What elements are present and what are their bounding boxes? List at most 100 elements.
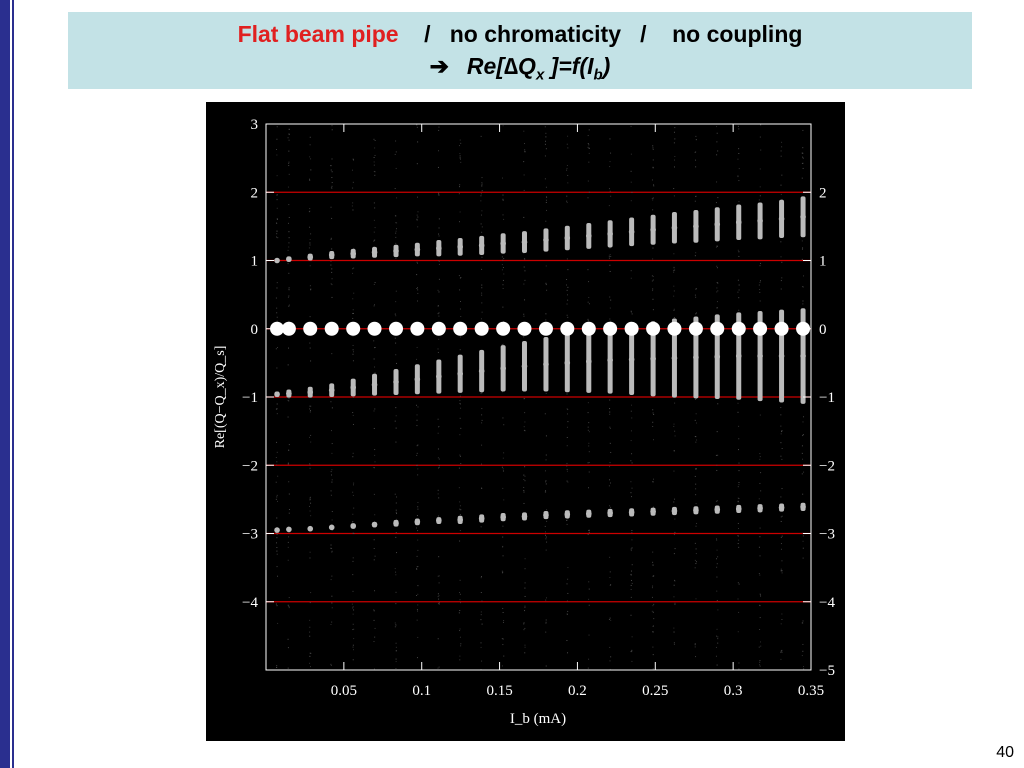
data-point (585, 233, 592, 239)
noise-dot (276, 605, 278, 607)
noise-dot (652, 575, 654, 577)
noise-dot (416, 515, 418, 517)
noise-dot (331, 129, 333, 131)
noise-dot (610, 619, 612, 621)
noise-dot (288, 242, 290, 244)
noise-dot (545, 209, 547, 211)
noise-dot (737, 176, 739, 178)
noise-dot (695, 503, 697, 505)
noise-dot (715, 202, 717, 204)
noise-dot (352, 414, 354, 416)
noise-dot (758, 573, 760, 575)
data-point (650, 226, 656, 233)
noise-dot (331, 443, 333, 445)
noise-dot (781, 458, 783, 460)
noise-dot (609, 307, 611, 309)
noise-dot (460, 316, 462, 318)
noise-dot (610, 195, 612, 197)
noise-dot (309, 626, 311, 628)
noise-dot (781, 515, 783, 517)
noise-dot (610, 299, 612, 301)
noise-dot (501, 269, 503, 271)
noise-dot (481, 214, 483, 216)
noise-dot (417, 289, 419, 291)
noise-dot (694, 255, 696, 257)
noise-dot (502, 417, 504, 419)
noise-dot (395, 232, 397, 234)
noise-dot (352, 298, 354, 300)
noise-dot (309, 244, 311, 246)
zero-marker (270, 321, 285, 336)
noise-dot (695, 467, 697, 469)
noise-dot (288, 400, 290, 402)
noise-dot (759, 265, 761, 267)
noise-dot (417, 604, 419, 606)
noise-dot (276, 461, 278, 463)
noise-dot (276, 403, 278, 405)
noise-dot (631, 487, 633, 489)
noise-dot (331, 547, 333, 549)
noise-dot (437, 638, 439, 640)
noise-dot (760, 149, 762, 151)
noise-dot (416, 287, 418, 289)
x-tick-label: 0.15 (486, 683, 512, 699)
noise-dot (566, 523, 568, 525)
noise-dot (331, 575, 333, 577)
noise-dot (716, 287, 718, 289)
noise-dot (631, 313, 633, 315)
noise-dot (738, 297, 740, 299)
noise-dot (331, 452, 333, 454)
noise-dot (330, 579, 332, 581)
noise-dot (567, 409, 569, 411)
noise-dot (653, 478, 655, 480)
noise-dot (373, 668, 375, 670)
noise-dot (674, 127, 676, 129)
noise-dot (588, 471, 590, 473)
noise-dot (673, 423, 675, 425)
noise-dot (395, 661, 397, 663)
noise-dot (288, 397, 290, 399)
noise-dot (352, 309, 354, 311)
noise-dot (674, 155, 676, 157)
zero-marker (774, 321, 789, 336)
noise-dot (352, 613, 354, 615)
noise-dot (652, 412, 654, 414)
noise-dot (738, 168, 740, 170)
noise-dot (566, 200, 568, 202)
x-tick-label: 0.2 (568, 683, 587, 699)
noise-dot (330, 471, 332, 473)
data-point (436, 245, 442, 252)
noise-dot (738, 470, 740, 472)
noise-dot (545, 481, 547, 483)
noise-dot (695, 139, 697, 141)
noise-dot (287, 222, 289, 224)
noise-dot (330, 206, 332, 208)
noise-dot (716, 267, 718, 269)
noise-dot (715, 500, 717, 502)
noise-dot (309, 467, 311, 469)
noise-dot (716, 664, 718, 666)
noise-dot (673, 534, 675, 536)
noise-dot (715, 454, 717, 456)
noise-dot (695, 436, 697, 438)
noise-dot (275, 498, 277, 500)
noise-dot (460, 161, 462, 163)
noise-dot (459, 211, 461, 213)
noise-dot (276, 154, 278, 156)
noise-dot (352, 423, 354, 425)
noise-dot (651, 197, 653, 199)
data-point (693, 354, 699, 361)
noise-dot (695, 656, 697, 658)
noise-dot (695, 563, 697, 565)
noise-dot (373, 539, 375, 541)
noise-dot (609, 646, 611, 648)
noise-dot (395, 642, 397, 644)
noise-dot (716, 307, 718, 309)
noise-dot (652, 309, 654, 311)
noise-dot (759, 280, 761, 282)
noise-dot (275, 348, 277, 350)
noise-dot (277, 475, 279, 477)
noise-dot (502, 487, 504, 489)
noise-dot (288, 305, 290, 307)
noise-dot (309, 652, 311, 654)
